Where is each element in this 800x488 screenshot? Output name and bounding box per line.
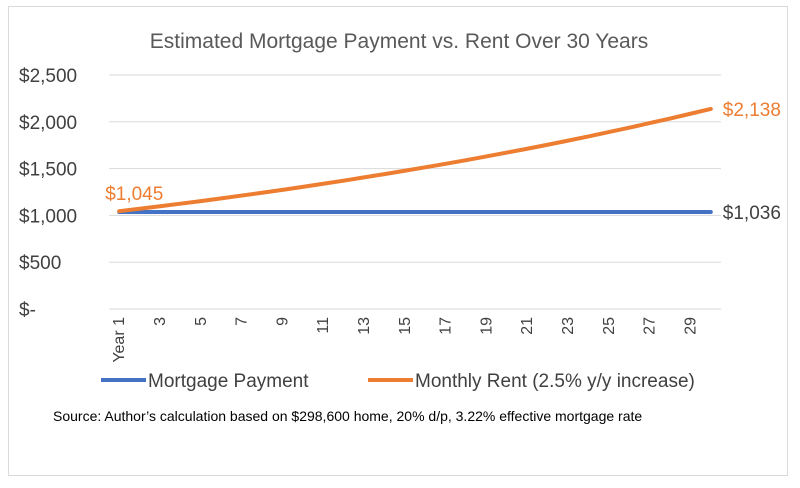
y-tick-label: $1,000 [19, 206, 77, 227]
y-tick-label: $500 [19, 253, 61, 274]
y-tick-label: $2,500 [19, 66, 77, 87]
x-tick-label: 25 [601, 317, 618, 335]
x-tick-label: 13 [356, 317, 373, 335]
legend-label-mortgage: Mortgage Payment [148, 371, 309, 392]
series-line-rent [117, 106, 713, 214]
x-tick-label: Year 1 [111, 317, 128, 363]
y-tick-label: $- [19, 300, 36, 321]
x-tick-label: 21 [519, 317, 536, 335]
x-tick-label: 17 [438, 317, 455, 335]
x-axis: Year 1 3 5 7 9 11 13 15 17 19 21 23 25 27 29 [111, 317, 699, 363]
legend: Mortgage Payment Monthly Rent (2.5% y/y … [101, 371, 695, 392]
x-tick-label: 9 [274, 317, 291, 326]
data-label-mortgage-end: $1,036 [723, 203, 781, 224]
x-tick-label: 15 [397, 317, 414, 335]
x-tick-label: 23 [560, 317, 577, 335]
x-tick-label: 7 [234, 317, 251, 326]
data-label-rent-end: $2,138 [723, 100, 781, 121]
x-tick-label: 29 [682, 317, 699, 335]
x-tick-label: 3 [152, 317, 169, 326]
y-tick-label: $2,000 [19, 113, 77, 134]
chart-title: Estimated Mortgage Payment vs. Rent Over… [150, 30, 648, 53]
x-tick-label: 19 [478, 317, 495, 335]
data-labels: $1,036 $2,138 $1,045 [105, 100, 781, 224]
x-tick-label: 11 [315, 317, 332, 334]
source-note: Source: Author’s calculation based on $2… [53, 408, 642, 424]
line-chart: Estimated Mortgage Payment vs. Rent Over… [19, 30, 781, 424]
data-label-rent-start: $1,045 [105, 184, 163, 205]
x-tick-label: 5 [193, 317, 210, 326]
x-tick-label: 27 [642, 317, 659, 335]
legend-label-rent: Monthly Rent (2.5% y/y increase) [415, 371, 695, 392]
series-lines [117, 106, 713, 215]
chart-frame: Estimated Mortgage Payment vs. Rent Over… [8, 6, 788, 476]
y-tick-label: $1,500 [19, 160, 77, 181]
gridlines [109, 74, 721, 310]
y-axis: $- $500 $1,000 $1,500 $2,000 $2,500 [19, 66, 77, 321]
